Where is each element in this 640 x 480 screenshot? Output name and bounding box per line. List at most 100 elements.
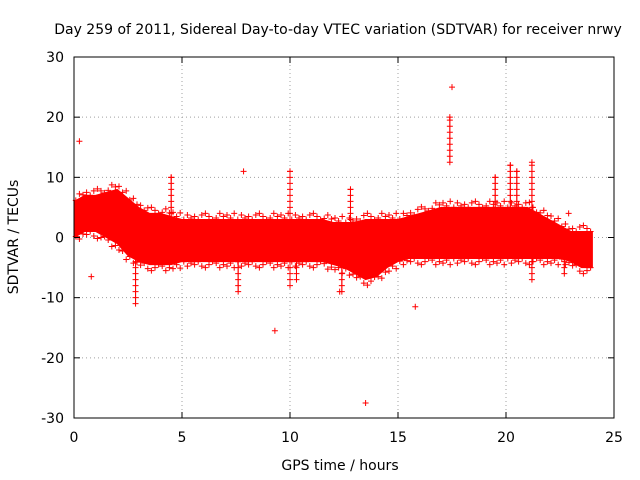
y-tick-label: 20 [46, 110, 64, 126]
edge-marker [382, 213, 389, 220]
spike-marker [561, 252, 568, 259]
spike-marker [132, 282, 139, 289]
edge-marker [263, 216, 270, 223]
edge-marker [126, 253, 133, 260]
spike-marker [235, 288, 242, 295]
edge-marker [461, 258, 468, 265]
spike-marker [235, 270, 242, 277]
edge-marker [216, 264, 223, 271]
spike-marker [338, 252, 345, 259]
spike-marker [293, 234, 300, 241]
edge-marker [148, 267, 155, 274]
edge-marker [148, 204, 155, 211]
edge-marker [260, 261, 266, 268]
edge-marker [260, 213, 266, 220]
edge-marker [249, 216, 256, 223]
edge-marker [461, 201, 468, 208]
edge-marker [472, 198, 479, 205]
edge-marker [206, 213, 212, 220]
edge-marker [440, 260, 446, 267]
edge-marker [490, 258, 497, 265]
edge-marker [479, 204, 486, 211]
edge-marker [216, 210, 223, 217]
edge-marker [90, 232, 97, 239]
spike-marker [528, 180, 535, 187]
edge-marker [159, 209, 166, 216]
edge-marker [522, 199, 529, 206]
edge-marker [281, 260, 288, 267]
edge-marker [317, 258, 324, 265]
edge-marker [202, 210, 209, 217]
edge-marker [324, 211, 331, 218]
spike-marker [287, 204, 293, 211]
edge-marker [112, 242, 119, 249]
edge-marker [555, 261, 562, 268]
edge-marker [252, 211, 259, 218]
spike-marker [287, 186, 293, 193]
spike-marker [513, 186, 520, 193]
edge-marker [551, 217, 558, 224]
edge-marker [386, 211, 392, 218]
edge-marker [134, 201, 140, 208]
outlier-point [412, 303, 419, 310]
spike-marker [528, 252, 535, 259]
spike-marker [528, 240, 535, 247]
edge-marker [80, 230, 86, 237]
spike-marker [528, 258, 535, 265]
edge-marker [328, 215, 335, 222]
spike-marker [338, 246, 345, 253]
edge-marker [108, 243, 115, 250]
spike-marker [168, 216, 175, 223]
edge-marker [548, 212, 554, 219]
edge-marker [540, 261, 547, 268]
spike-marker [293, 270, 300, 277]
spike-marker [492, 222, 499, 229]
edge-marker [310, 210, 317, 217]
spike-marker [507, 204, 514, 211]
edge-marker [245, 213, 252, 220]
edge-marker [378, 210, 385, 217]
edge-marker [206, 261, 212, 268]
edge-marker [252, 263, 259, 270]
edge-marker [249, 258, 256, 265]
edge-marker [123, 256, 130, 263]
spike-marker [338, 276, 345, 283]
edge-marker [281, 214, 288, 221]
edge-marker [411, 255, 418, 262]
edge-marker [425, 255, 432, 262]
edge-marker [270, 210, 277, 217]
edge-marker [569, 225, 576, 232]
edge-marker [497, 202, 504, 209]
spike-marker [168, 234, 175, 241]
x-tick-label: 15 [389, 430, 407, 446]
edge-marker [238, 211, 245, 218]
spike-marker [235, 282, 242, 289]
edge-marker [162, 267, 169, 274]
spike-marker [287, 270, 293, 277]
edge-marker [411, 211, 418, 218]
spike-marker [513, 216, 520, 223]
spike-marker [168, 228, 175, 235]
edge-marker [476, 201, 482, 208]
edge-marker [447, 198, 454, 205]
x-axis-label: GPS time / hours [281, 458, 398, 474]
edge-marker [389, 263, 396, 270]
edge-marker [144, 265, 151, 272]
spike-marker [235, 252, 242, 259]
spike-marker [561, 258, 568, 265]
edge-marker [159, 263, 166, 270]
spike-marker [132, 264, 139, 271]
edge-marker [558, 256, 565, 263]
spike-marker [492, 192, 499, 199]
edge-marker [483, 202, 490, 209]
spike-marker [168, 198, 175, 205]
spike-marker [492, 216, 499, 223]
edge-marker [580, 270, 587, 277]
edge-marker [299, 213, 306, 220]
edge-marker [562, 220, 569, 227]
spike-marker [528, 246, 535, 253]
edge-marker [436, 201, 443, 208]
edge-marker [83, 231, 90, 238]
edge-marker [303, 216, 310, 223]
edge-marker [360, 280, 367, 287]
